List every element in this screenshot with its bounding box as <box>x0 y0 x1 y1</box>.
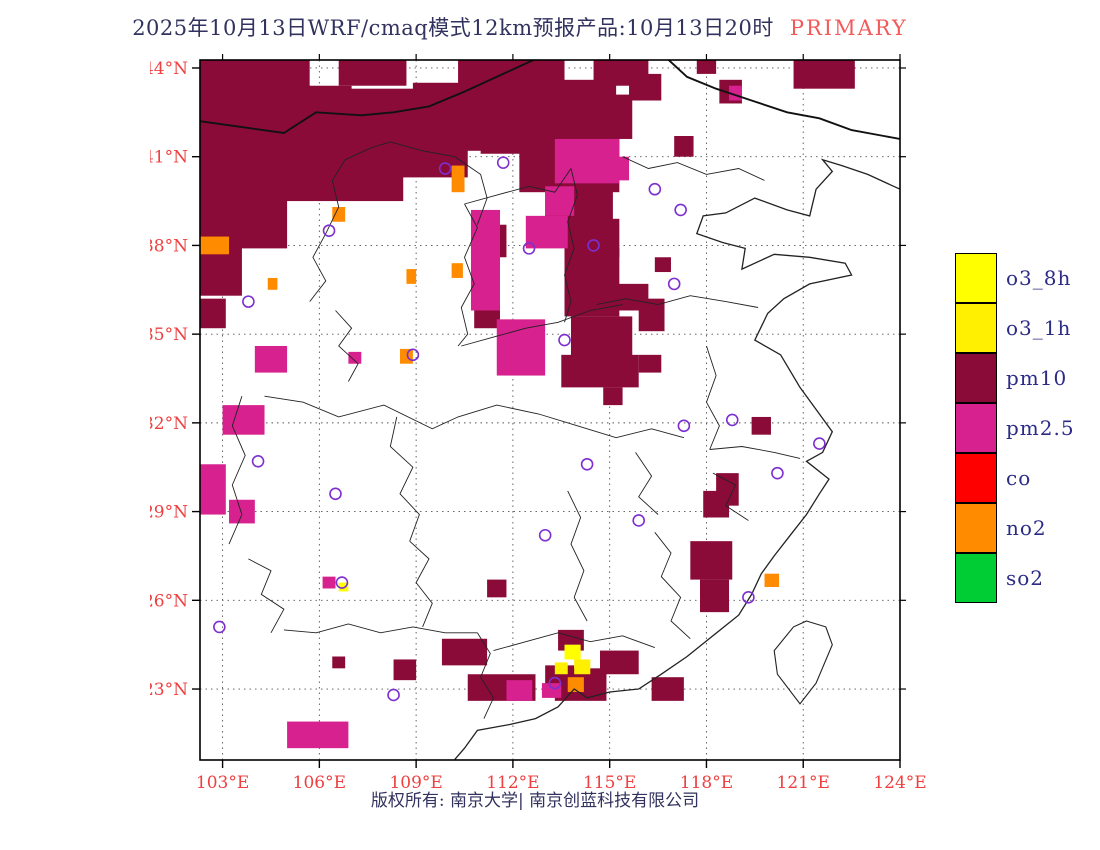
forecast-map: 103°E 106°E 109°E 112°E 115°E 118°E 121°E 124°E… <box>150 54 927 793</box>
city-marker <box>335 576 349 589</box>
legend-swatch <box>955 452 997 503</box>
city-marker <box>558 333 571 347</box>
city-marker <box>251 455 265 468</box>
city-marker <box>406 348 420 362</box>
city-marker <box>813 437 826 450</box>
city-marker <box>548 676 562 690</box>
city-marker <box>522 242 536 255</box>
city-marker <box>438 162 452 175</box>
legend-swatch <box>955 302 997 353</box>
lon-tick-label: 109°E <box>389 773 442 793</box>
city-marker <box>674 203 687 217</box>
lon-tick-label: 106°E <box>293 773 346 793</box>
city-marker <box>538 528 552 542</box>
title-primary-tag: PRIMARY <box>789 16 908 40</box>
legend-label: o3_8h <box>1006 266 1072 290</box>
legend-item: co <box>955 452 1075 503</box>
lon-tick-label: 118°E <box>680 773 733 793</box>
city-marker <box>213 620 226 634</box>
city-marker <box>587 239 600 252</box>
legend-item: so2 <box>955 552 1075 603</box>
lat-tick-label: 23°N <box>150 680 188 700</box>
legend-item: no2 <box>955 502 1075 553</box>
lon-tick-label: 115°E <box>583 773 636 793</box>
legend-swatch <box>955 352 997 403</box>
legend-swatch <box>955 552 997 603</box>
lat-tick-label: 38°N <box>150 236 188 256</box>
legend: o3_8h o3_1h pm10 pm2.5 co no2 so2 <box>955 253 1075 603</box>
lon-tick-label: 121°E <box>777 773 830 793</box>
page-title: 2025年10月13日WRF/cmaq模式12km预报产品:10月13日20时 P… <box>0 12 1040 42</box>
city-marker <box>322 224 336 237</box>
title-main: 2025年10月13日WRF/cmaq模式12km预报产品:10月13日20时 <box>132 16 774 40</box>
lat-tick-label: 41°N <box>150 148 188 168</box>
city-marker <box>387 688 400 702</box>
lon-tick-label: 124°E <box>873 773 926 793</box>
legend-swatch <box>955 502 997 553</box>
legend-swatch <box>955 402 997 453</box>
city-marker <box>242 295 255 308</box>
legend-item: pm2.5 <box>955 402 1075 453</box>
city-marker <box>742 591 755 604</box>
city-marker <box>580 457 594 471</box>
legend-item: o3_1h <box>955 302 1075 353</box>
city-marker <box>329 487 342 501</box>
lat-tick-label: 35°N <box>150 325 188 345</box>
legend-swatch <box>955 253 997 303</box>
city-marker <box>632 514 646 527</box>
copyright-text: 版权所有: 南京大学| 南京创蓝科技有限公司 <box>370 791 700 811</box>
lon-tick-label: 103°E <box>196 773 249 793</box>
city-marker <box>771 466 784 480</box>
city-marker <box>677 419 691 433</box>
city-marker <box>667 277 681 291</box>
legend-label: pm2.5 <box>1006 416 1075 440</box>
lat-tick-label: 44°N <box>150 59 188 79</box>
lon-tick-label: 112°E <box>486 773 539 793</box>
city-marker <box>496 156 510 169</box>
lat-tick-label: 32°N <box>150 414 188 434</box>
legend-item: o3_8h <box>955 253 1075 303</box>
legend-label: no2 <box>1006 516 1047 540</box>
legend-label: pm10 <box>1006 366 1068 390</box>
legend-item: pm10 <box>955 352 1075 403</box>
city-marker <box>725 413 739 427</box>
legend-label: so2 <box>1006 566 1045 590</box>
legend-label: o3_1h <box>1006 316 1072 340</box>
city-marker <box>648 182 662 196</box>
lat-tick-label: 29°N <box>150 503 188 523</box>
lat-tick-label: 26°N <box>150 591 188 611</box>
legend-label: co <box>1006 466 1032 490</box>
